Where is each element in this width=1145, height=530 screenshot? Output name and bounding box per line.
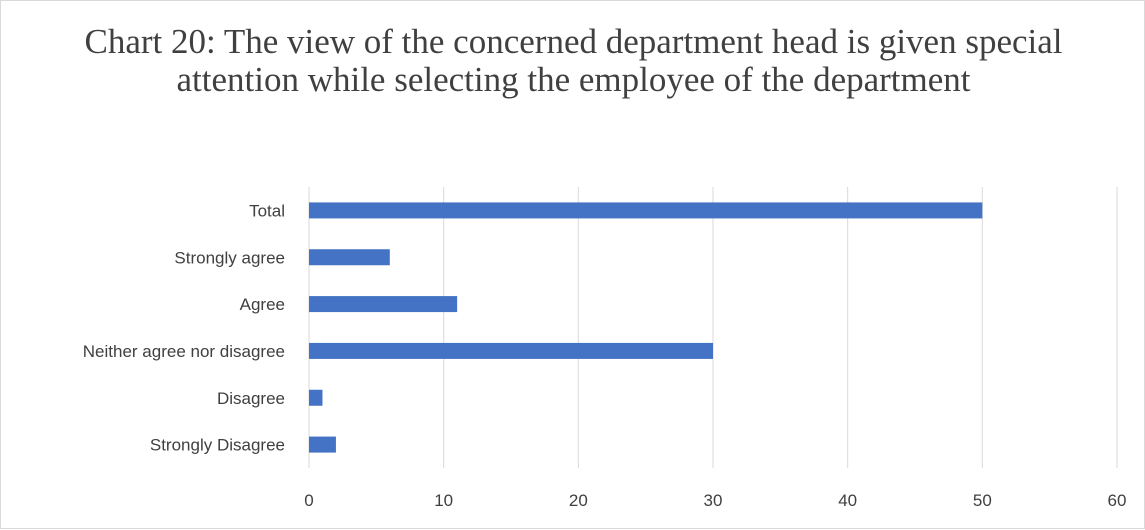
bar — [309, 342, 713, 359]
bar — [309, 249, 390, 266]
x-tick-label: 10 — [434, 491, 453, 510]
x-tick-label: 40 — [838, 491, 857, 510]
x-tick-label: 0 — [304, 491, 313, 510]
category-label: Strongly agree — [174, 248, 285, 267]
category-label: Disagree — [217, 389, 285, 408]
bar — [309, 389, 323, 406]
bar — [309, 296, 458, 313]
category-label: Strongly Disagree — [150, 436, 285, 455]
bar — [309, 436, 336, 453]
category-label: Total — [249, 201, 285, 220]
chart-title: Chart 20: The view of the concerned depa… — [84, 22, 1063, 99]
category-label: Neither agree nor disagree — [83, 342, 285, 361]
x-tick-label: 30 — [704, 491, 723, 510]
bar — [309, 202, 983, 219]
x-tick-label: 60 — [1108, 491, 1127, 510]
x-tick-label: 50 — [973, 491, 992, 510]
x-tick-label: 20 — [569, 491, 588, 510]
category-label: Agree — [240, 295, 285, 314]
